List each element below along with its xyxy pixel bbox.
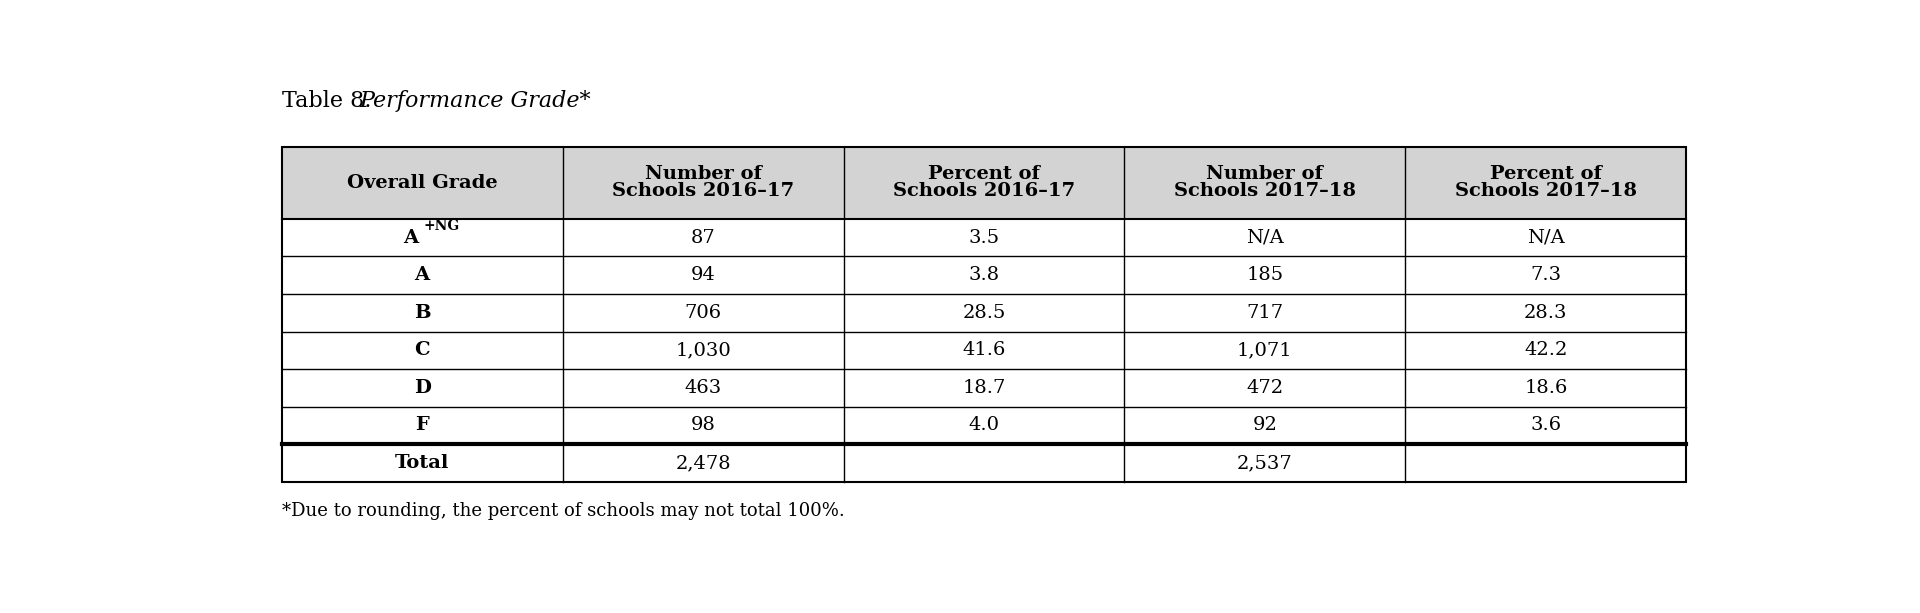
Text: 2,478: 2,478 [676, 454, 732, 472]
Text: 3.5: 3.5 [968, 229, 1000, 246]
Text: A: A [403, 229, 419, 246]
Text: 472: 472 [1246, 379, 1283, 397]
Text: 92: 92 [1252, 416, 1277, 435]
Text: Percent of: Percent of [927, 166, 1041, 183]
Text: 87: 87 [691, 229, 716, 246]
Text: 717: 717 [1246, 303, 1283, 322]
Text: B: B [415, 303, 430, 322]
Text: 41.6: 41.6 [962, 341, 1006, 359]
Text: N/A: N/A [1246, 229, 1284, 246]
Text: Total: Total [396, 454, 449, 472]
Text: 2,537: 2,537 [1236, 454, 1292, 472]
Text: 98: 98 [691, 416, 716, 435]
Text: Number of: Number of [1206, 166, 1323, 183]
Text: N/A: N/A [1526, 229, 1565, 246]
Text: 94: 94 [691, 266, 716, 284]
Text: +NG: +NG [422, 219, 459, 233]
Text: 28.5: 28.5 [962, 303, 1006, 322]
Text: 463: 463 [684, 379, 722, 397]
Text: 42.2: 42.2 [1524, 341, 1567, 359]
Text: F: F [415, 416, 428, 435]
Text: 18.7: 18.7 [962, 379, 1006, 397]
Text: 3.6: 3.6 [1530, 416, 1561, 435]
Text: Schools 2017–18: Schools 2017–18 [1173, 182, 1356, 200]
Text: A: A [415, 266, 430, 284]
Text: 18.6: 18.6 [1524, 379, 1567, 397]
Text: D: D [413, 379, 430, 397]
Text: Schools 2016–17: Schools 2016–17 [612, 182, 795, 200]
Text: Table 8.: Table 8. [282, 90, 378, 112]
Text: 1,071: 1,071 [1236, 341, 1292, 359]
Text: 28.3: 28.3 [1524, 303, 1567, 322]
Text: Number of: Number of [645, 166, 762, 183]
Text: 4.0: 4.0 [968, 416, 1000, 435]
Text: 3.8: 3.8 [968, 266, 1000, 284]
Text: C: C [415, 341, 430, 359]
Text: 7.3: 7.3 [1530, 266, 1561, 284]
Text: Percent of: Percent of [1490, 166, 1601, 183]
Text: Schools 2016–17: Schools 2016–17 [893, 182, 1075, 200]
Text: Overall Grade: Overall Grade [348, 173, 497, 192]
Text: Performance Grade*: Performance Grade* [359, 90, 591, 112]
Text: 185: 185 [1246, 266, 1283, 284]
Text: 1,030: 1,030 [676, 341, 732, 359]
Text: *Due to rounding, the percent of schools may not total 100%.: *Due to rounding, the percent of schools… [282, 501, 845, 520]
Text: 706: 706 [685, 303, 722, 322]
Text: Schools 2017–18: Schools 2017–18 [1455, 182, 1638, 200]
